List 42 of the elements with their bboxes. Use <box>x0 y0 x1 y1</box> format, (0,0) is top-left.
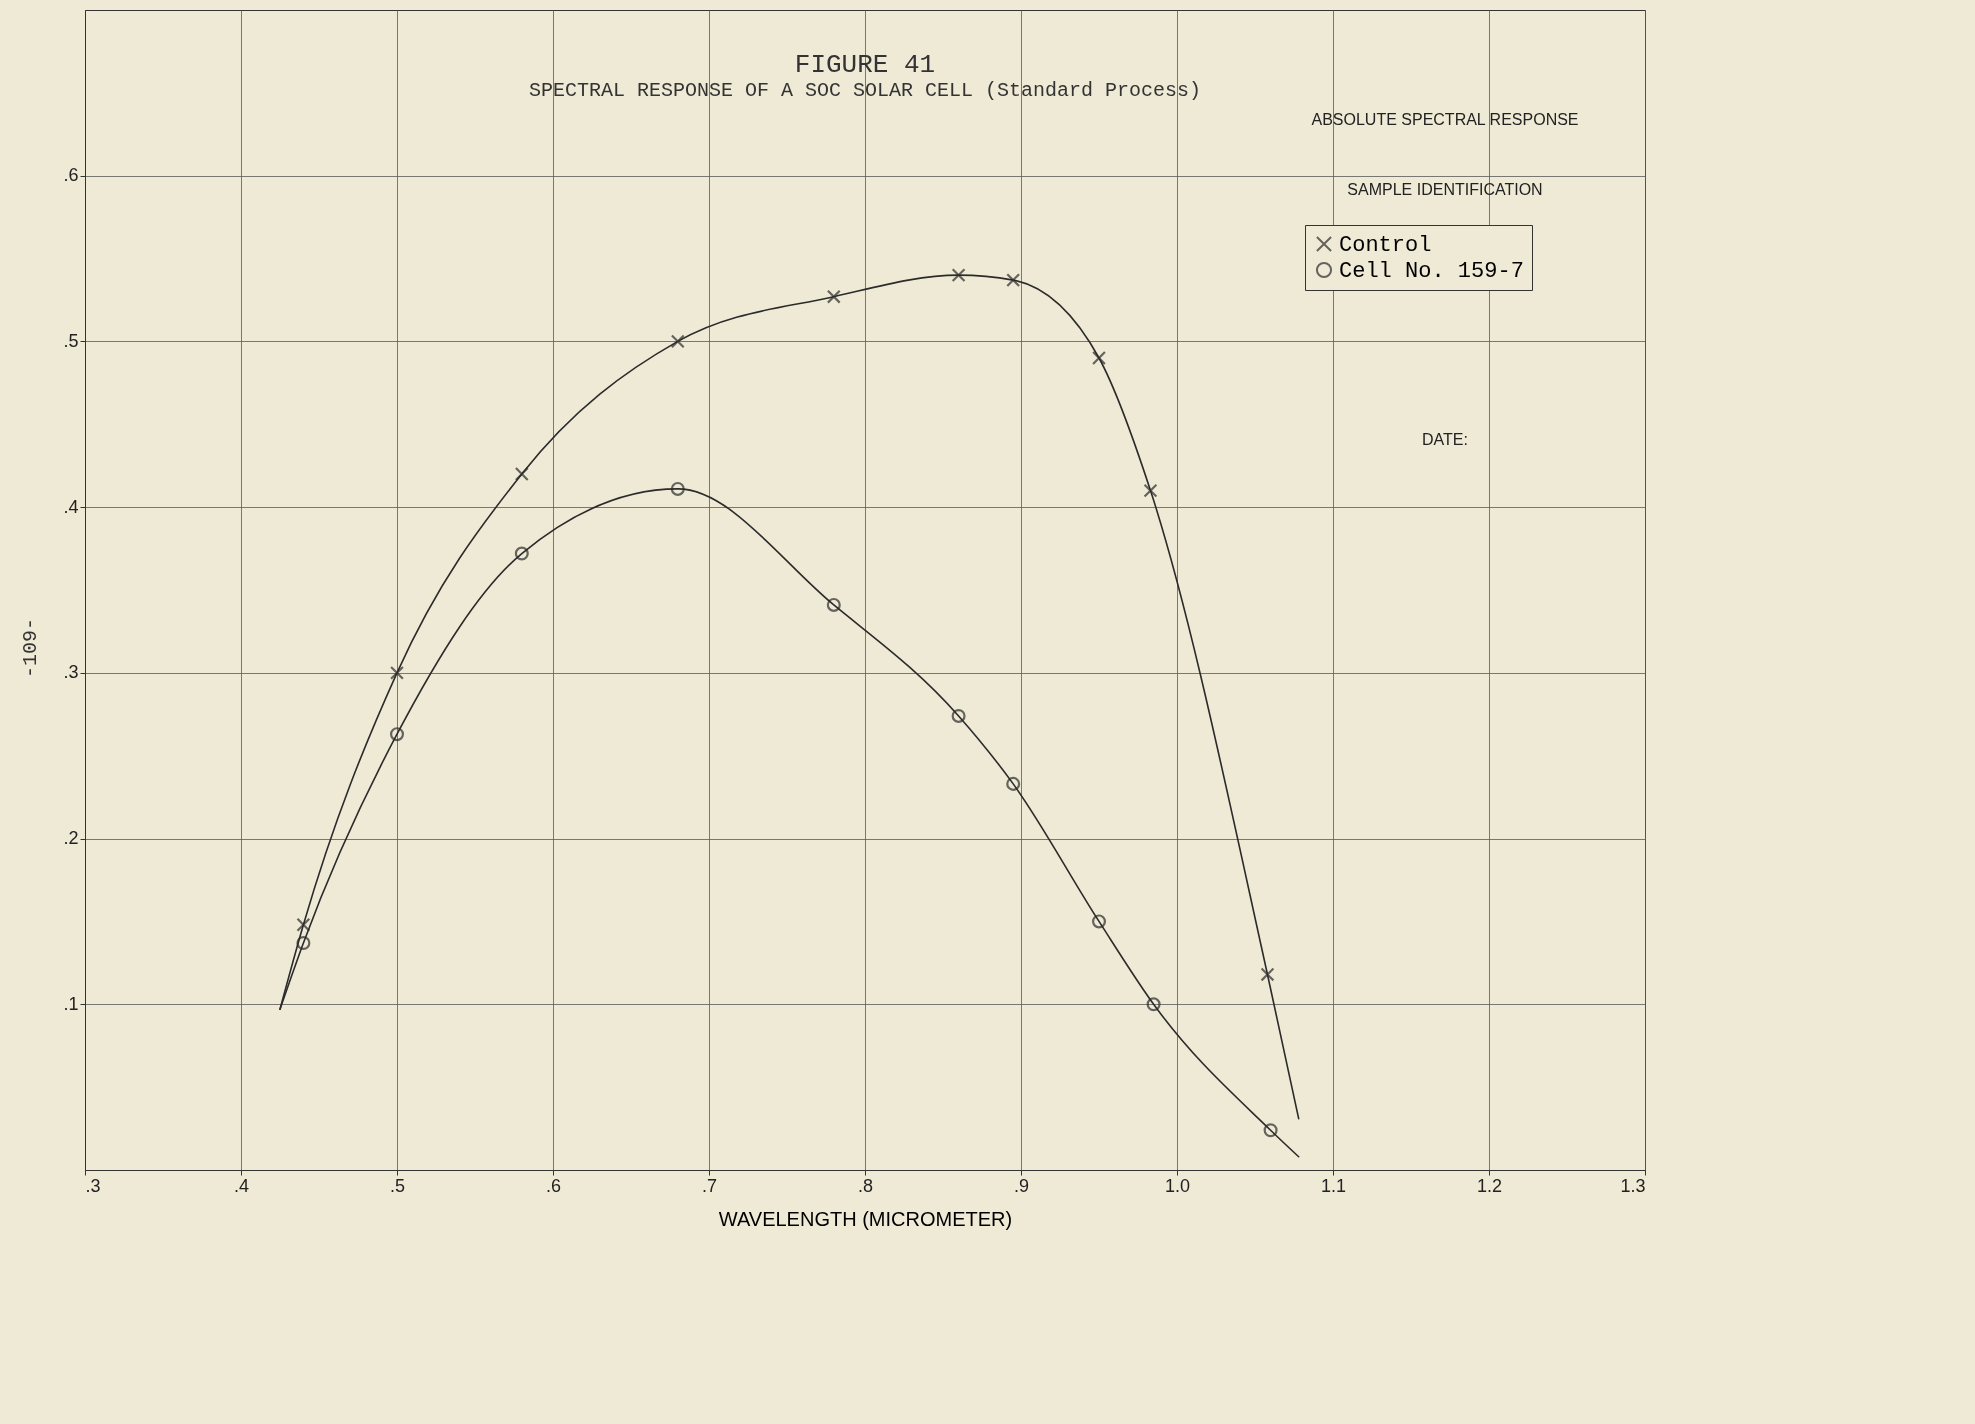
point <box>826 597 841 612</box>
point <box>514 466 529 482</box>
y-tick-label: .6 <box>63 165 79 186</box>
legend-label: Cell No. 159-7 <box>1339 259 1524 284</box>
annotation: DATE: <box>1422 431 1468 448</box>
x-tick-label: .4 <box>233 1175 250 1196</box>
point <box>1006 776 1021 791</box>
y-tick-label: .5 <box>63 330 79 351</box>
x-tick-label: 1.0 <box>1164 1175 1191 1196</box>
point <box>826 289 841 304</box>
point <box>951 708 966 723</box>
x-tick-label: .5 <box>389 1175 406 1196</box>
x-tick-label: 1.1 <box>1320 1175 1347 1196</box>
text: -109- <box>19 617 42 679</box>
point <box>1143 483 1158 498</box>
legend-label: Control <box>1339 233 1432 258</box>
point <box>296 917 311 932</box>
point <box>1263 1123 1278 1138</box>
point <box>1091 914 1107 929</box>
point <box>1146 997 1161 1012</box>
point <box>1091 350 1107 366</box>
y-tick-label: .1 <box>63 993 79 1014</box>
point <box>670 481 685 496</box>
x-tick-label: 1.3 <box>1620 1175 1646 1196</box>
y-tick-label: .4 <box>63 496 79 517</box>
y-tick-label: .2 <box>63 828 79 849</box>
y-tick-label: .3 <box>63 662 79 683</box>
x-tick-label: .7 <box>701 1175 718 1196</box>
point <box>296 935 311 950</box>
x-tick-label: .3 <box>85 1175 101 1196</box>
x-tick-label: .9 <box>1013 1175 1030 1196</box>
x-axis-title: WAVELENGTH (MICROMETER) <box>718 1207 1013 1230</box>
point <box>951 268 966 283</box>
point <box>514 546 529 561</box>
point <box>670 334 685 349</box>
point <box>1006 273 1021 288</box>
point <box>389 727 405 742</box>
point <box>389 665 405 680</box>
x-tick-label: .8 <box>857 1175 874 1196</box>
x-tick-label: 1.2 <box>1476 1175 1503 1196</box>
x-tick-label: .6 <box>545 1175 562 1196</box>
point <box>1260 967 1275 982</box>
